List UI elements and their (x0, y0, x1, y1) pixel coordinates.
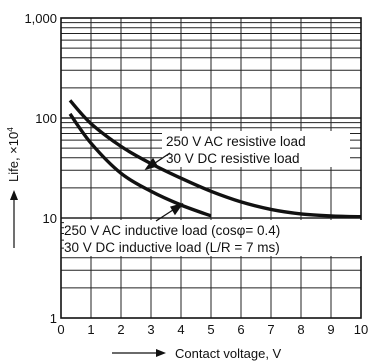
x-tick-label: 8 (297, 322, 304, 337)
annotation-resistive-ac: 250 V AC resistive load (166, 134, 306, 149)
annotation-resistive-dc: 30 V DC resistive load (166, 151, 300, 166)
arrowhead-resistive (144, 157, 158, 171)
annotation-box-resistive (162, 131, 350, 167)
x-axis-title: Contact voltage, V (175, 346, 282, 361)
x-tick-label: 5 (207, 322, 214, 337)
x-tick-labels: 0 1 2 3 4 5 6 7 8 9 10 (57, 322, 368, 337)
x-tick-label: 6 (237, 322, 244, 337)
x-tick-label: 10 (354, 322, 368, 337)
annotation-inductive-ac: 250 V AC inductive load (cosφ= 0.4) (64, 223, 280, 238)
y-axis-arrowhead (10, 190, 18, 200)
y-tick-label: 1,000 (24, 11, 57, 26)
annotation-inductive-dc: 30 V DC inductive load (L/R = 7 ms) (64, 240, 280, 255)
plot-frame (60, 17, 362, 319)
y-axis-title-group: Life, ×104 (6, 127, 21, 248)
inductive-load-curve (68, 112, 212, 218)
x-tick-label: 7 (267, 322, 274, 337)
x-tick-label: 2 (117, 322, 124, 337)
x-tick-label: 4 (177, 322, 184, 337)
resistive-load-curve (68, 99, 362, 219)
x-axis-title-group: Contact voltage, V (112, 346, 282, 361)
annotation-arrows (144, 152, 184, 222)
y-tick-label: 100 (35, 111, 57, 126)
y-axis-title-exponent: 4 (6, 127, 15, 132)
annotation-box-inductive (64, 220, 364, 256)
arrowhead-inductive (170, 202, 184, 216)
y-tick-labels: 1 10 100 1,000 (24, 11, 57, 326)
x-tick-label: 0 (57, 322, 64, 337)
y-axis-title: Life, ×104 (6, 127, 21, 182)
grid-lines (61, 18, 361, 318)
y-tick-label: 1 (50, 311, 57, 326)
x-tick-label: 9 (327, 322, 334, 337)
curves (68, 99, 362, 219)
y-tick-label: 10 (43, 211, 57, 226)
x-tick-label: 3 (147, 322, 154, 337)
x-tick-label: 1 (87, 322, 94, 337)
x-axis-arrowhead (156, 349, 166, 357)
